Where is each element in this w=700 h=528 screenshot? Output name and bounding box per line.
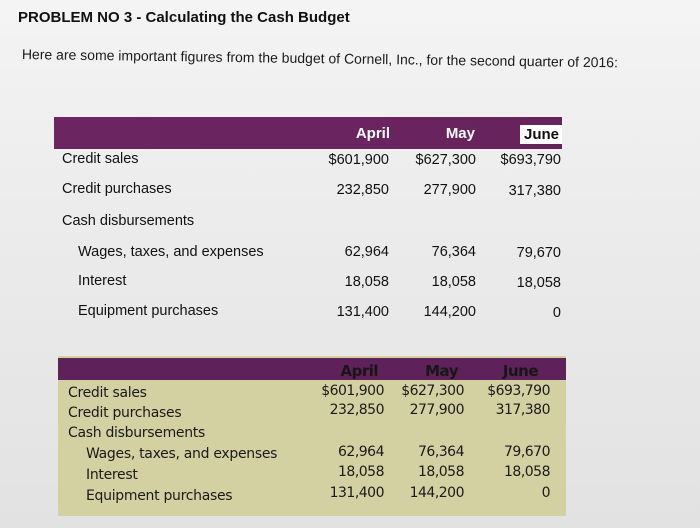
col-header-june: June: [520, 125, 562, 144]
scan-col-header-april: April: [340, 362, 378, 380]
scan-cell-equipment-april: 131,400: [329, 485, 385, 501]
scan-cell-credit-sales-may: $627,300: [401, 383, 464, 399]
scanned-budget-table: April May June Credit sales $601,900 $62…: [58, 356, 568, 518]
scan-cell-credit-sales-june: $693,790: [487, 383, 550, 399]
row-label-cash-disbursements: Cash disbursements: [62, 213, 195, 229]
scan-cell-wages-may: 76,364: [418, 444, 465, 460]
scan-cell-interest-june: 18,058: [504, 464, 551, 480]
cell-interest-may: 18,058: [431, 274, 476, 290]
cell-credit-sales-may: $627,300: [415, 152, 476, 168]
col-header-april: April: [355, 125, 390, 142]
cell-credit-sales-june: $693,790: [500, 152, 561, 168]
scan-row-label-credit-sales: Credit sales: [68, 385, 147, 401]
scan-background: [58, 356, 566, 516]
row-label-interest: Interest: [78, 273, 127, 289]
col-header-may: May: [445, 125, 475, 142]
cell-credit-purchases-may: 277,900: [423, 182, 476, 198]
cell-interest-june: 18,058: [516, 275, 561, 291]
scan-row-label-wages: Wages, taxes, and expenses: [86, 446, 278, 462]
scan-row-label-interest: Interest: [86, 467, 138, 483]
scan-row-label-credit-purchases: Credit purchases: [68, 405, 182, 421]
scan-cell-interest-april: 18,058: [338, 464, 385, 480]
problem-intro: Here are some important figures from the…: [21, 46, 619, 71]
row-label-equipment: Equipment purchases: [78, 303, 219, 319]
scan-cell-credit-purchases-june: 317,380: [495, 402, 551, 418]
scan-cell-equipment-may: 144,200: [409, 485, 465, 501]
scan-cell-credit-purchases-april: 232,850: [329, 402, 385, 418]
scan-cell-wages-june: 79,670: [504, 444, 551, 460]
scan-header-band: [58, 358, 566, 380]
cell-credit-purchases-april: 232,850: [336, 182, 389, 198]
scan-cell-wages-april: 62,964: [338, 444, 385, 460]
cell-wages-june: 79,670: [516, 245, 561, 261]
scan-col-header-june: June: [502, 362, 539, 380]
scan-col-header-may: May: [425, 362, 458, 380]
header-band: [54, 117, 562, 149]
row-label-credit-sales: Credit sales: [62, 151, 139, 167]
budget-table: April May June Credit sales $601,900 $62…: [54, 117, 564, 337]
problem-title: PROBLEM NO 3 - Calculating the Cash Budg…: [18, 9, 350, 26]
cell-equipment-may: 144,200: [423, 304, 476, 320]
scan-cell-credit-sales-april: $601,900: [321, 383, 384, 399]
scan-cell-credit-purchases-may: 277,900: [409, 402, 465, 418]
scan-cell-equipment-june: 0: [541, 485, 551, 501]
cell-wages-april: 62,964: [344, 244, 389, 260]
cell-credit-purchases-june: 317,380: [508, 183, 561, 199]
cell-credit-sales-april: $601,900: [328, 152, 389, 168]
scan-cell-interest-may: 18,058: [418, 464, 465, 480]
row-label-credit-purchases: Credit purchases: [62, 181, 172, 197]
cell-interest-april: 18,058: [344, 274, 389, 290]
cell-equipment-june: 0: [552, 305, 561, 321]
row-label-wages: Wages, taxes, and expenses: [78, 244, 264, 260]
scan-row-label-equipment: Equipment purchases: [86, 488, 233, 504]
cell-equipment-april: 131,400: [336, 304, 389, 320]
cell-wages-may: 76,364: [431, 244, 476, 260]
scan-row-label-cash-disbursements: Cash disbursements: [68, 425, 205, 441]
